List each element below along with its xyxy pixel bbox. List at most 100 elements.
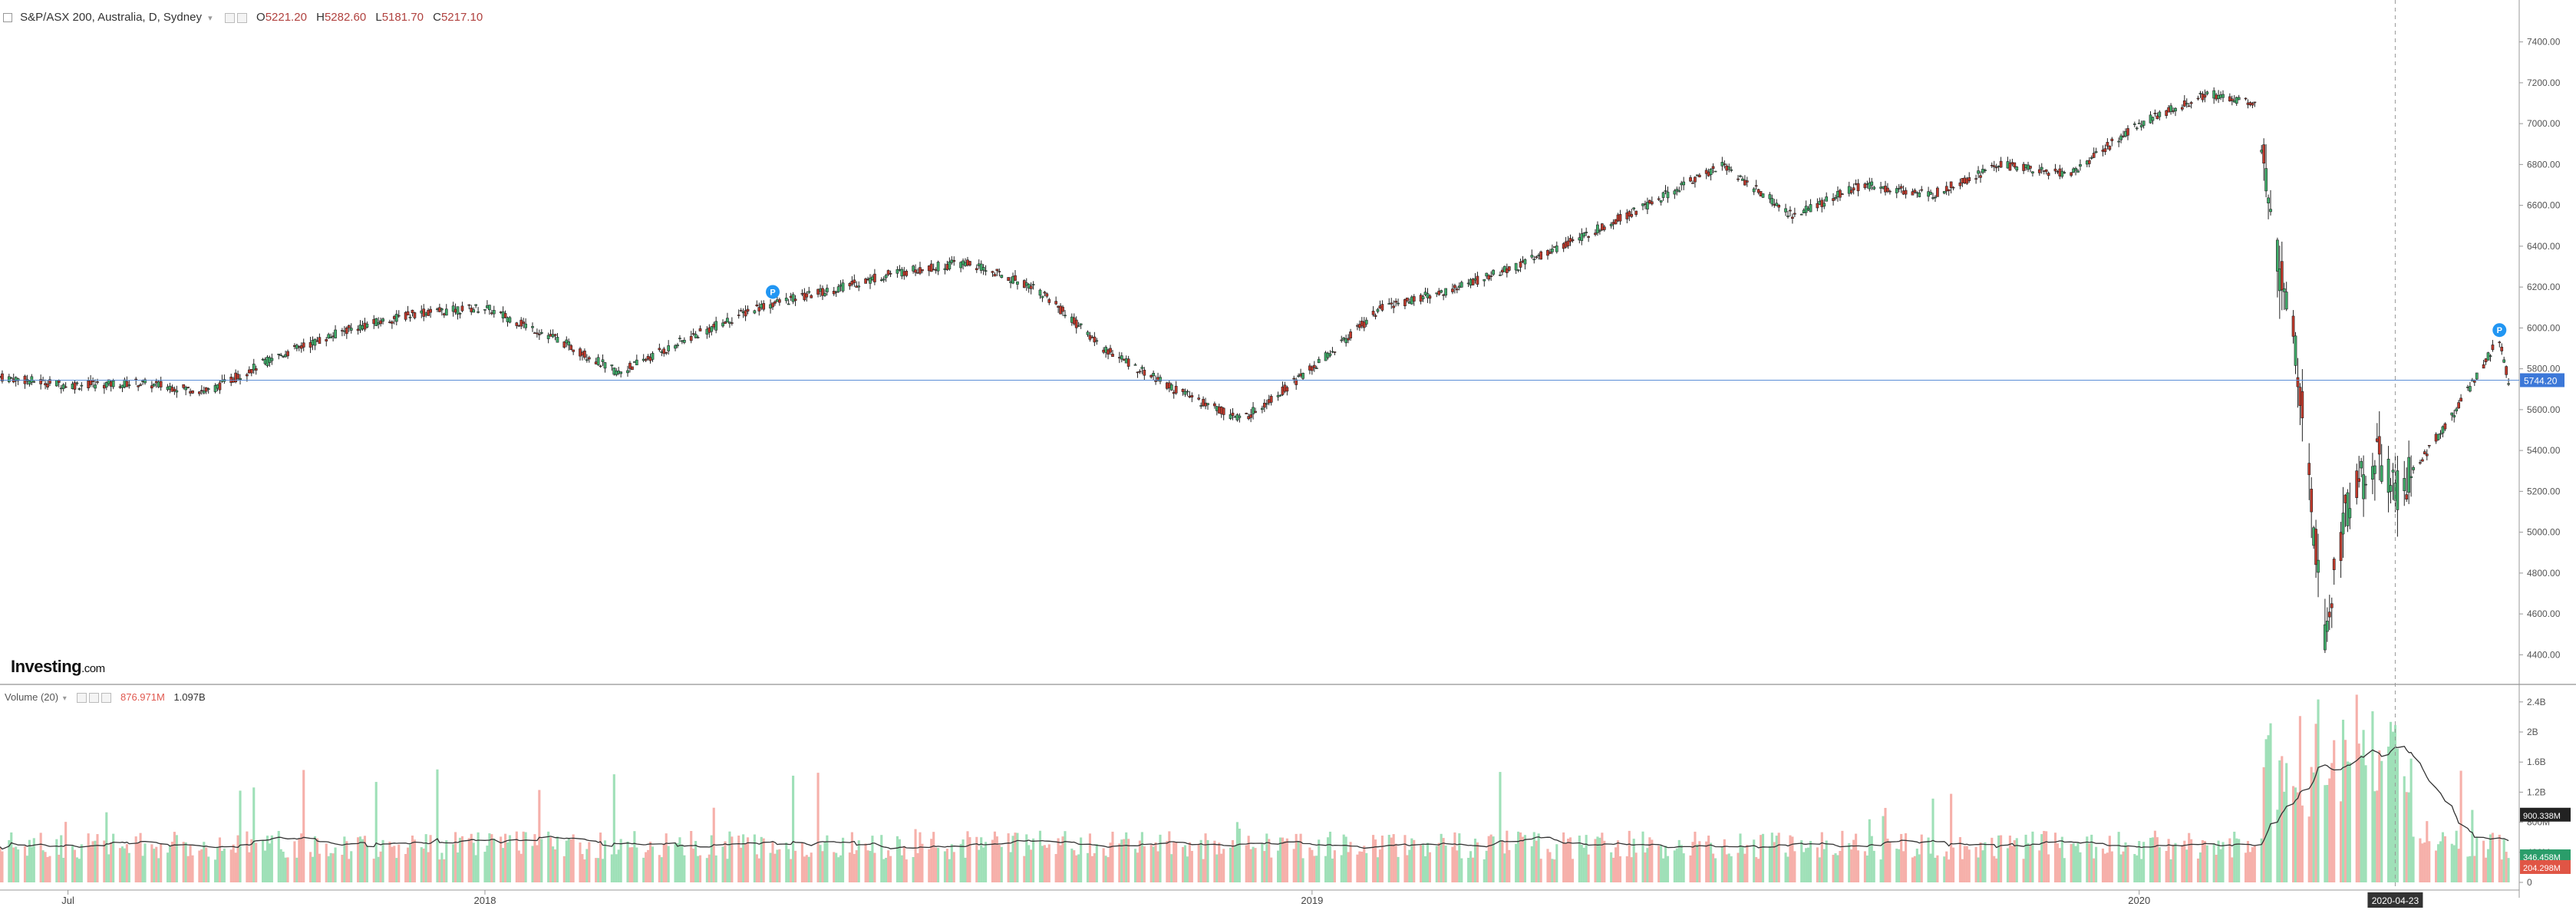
candle-body [1789,209,1792,212]
candle-body [1014,275,1017,281]
volume-bar [1784,852,1787,882]
settings-icon[interactable] [236,12,247,23]
candle-body [173,388,176,391]
candle-body [71,383,74,389]
volume-bar [1902,851,1905,882]
event-marker[interactable] [766,285,780,299]
volume-bar [912,856,915,882]
volume-bar [572,834,575,882]
hide-icon[interactable] [224,12,235,23]
candle-body [1888,190,1892,193]
volume-bar [1245,845,1248,882]
chevron-down-icon[interactable]: ▾ [208,14,213,23]
collapse-icon[interactable] [3,13,12,23]
volume-bar [1539,859,1542,882]
volume-bar [300,833,303,882]
volume-bar [581,854,584,882]
volume-bar [500,836,503,882]
volume-bar [1392,834,1395,882]
volume-bar [404,853,407,882]
volume-bar [1299,833,1302,882]
volume-bar [1993,856,1996,882]
volume-bar [1281,837,1285,882]
candle-body [2482,364,2485,369]
candle-body [1047,298,1051,303]
volume-bar [2471,809,2474,882]
volume-bar [1506,830,1509,882]
volume-bar [710,835,713,882]
volume-bar [345,841,348,882]
candle-body [2459,397,2462,402]
event-marker[interactable] [2492,323,2507,338]
candle-body [1537,255,1541,256]
hide-icon[interactable] [77,693,87,704]
chevron-down-icon[interactable]: ▾ [62,694,67,703]
volume-bar [470,833,473,882]
candle-body [1944,186,1948,192]
volume-bar [1123,839,1126,882]
volume-bar [1760,835,1763,882]
volume-bar [1657,846,1661,882]
volume-bar [372,859,375,882]
volume-bar [769,852,772,882]
volume-bar [1453,832,1456,882]
volume-bar [937,847,940,882]
candle-body [857,285,861,288]
candle-body [408,316,412,318]
candle-body [2405,494,2409,500]
candle-body [1267,399,1271,404]
volume-bar [1508,849,1511,882]
settings-icon[interactable] [89,693,100,704]
volume-bar [302,770,305,882]
candle-body [612,368,616,375]
candle-body [1262,402,1266,408]
volume-bar [46,856,49,882]
candle-body [1061,306,1064,312]
volume-bar [642,857,645,882]
volume-bar [218,837,222,882]
candle-body [2087,160,2091,164]
candle-body [1007,277,1010,281]
candle-body [635,359,638,365]
candle-body [254,368,258,371]
volume-bar [160,843,163,882]
candle-body [1931,197,1934,199]
volume-bar [882,859,886,882]
volume-bar [1406,855,1409,882]
volume-bar [549,837,552,882]
candle-body [1326,352,1330,358]
candle-body [12,378,15,383]
volume-bar [1984,842,1987,882]
volume-bar [2215,855,2218,882]
volume-bar [515,831,518,882]
volume-bar [1378,849,1381,882]
volume-bar [1394,843,1397,882]
candle-body [2307,463,2311,476]
candle-body [89,380,92,385]
candle-body [1791,216,1794,219]
candle-body [871,276,874,280]
volume-bar [1553,859,1556,882]
candle-body [662,348,666,354]
candle-body [2013,162,2017,167]
candle-body [279,354,283,357]
candle-body [1165,382,1169,389]
candle-body [1483,279,1486,282]
close-icon[interactable] [101,693,112,704]
volume-bar [1680,845,1683,882]
candle-body [2196,97,2200,100]
candle-body [1965,178,1969,184]
volume-bar [2010,846,2014,882]
candle-body [1466,282,1470,285]
volume-bar [787,849,790,882]
candle-body [218,382,222,391]
price-tick-label: 4800.00 [2527,568,2561,579]
candle-body [1043,292,1047,294]
candle-body [1834,197,1837,199]
candle-body [832,290,836,295]
candle-body [388,321,391,323]
candle-body [175,390,179,393]
volume-bar [1152,846,1155,882]
candle-body [1314,368,1318,369]
